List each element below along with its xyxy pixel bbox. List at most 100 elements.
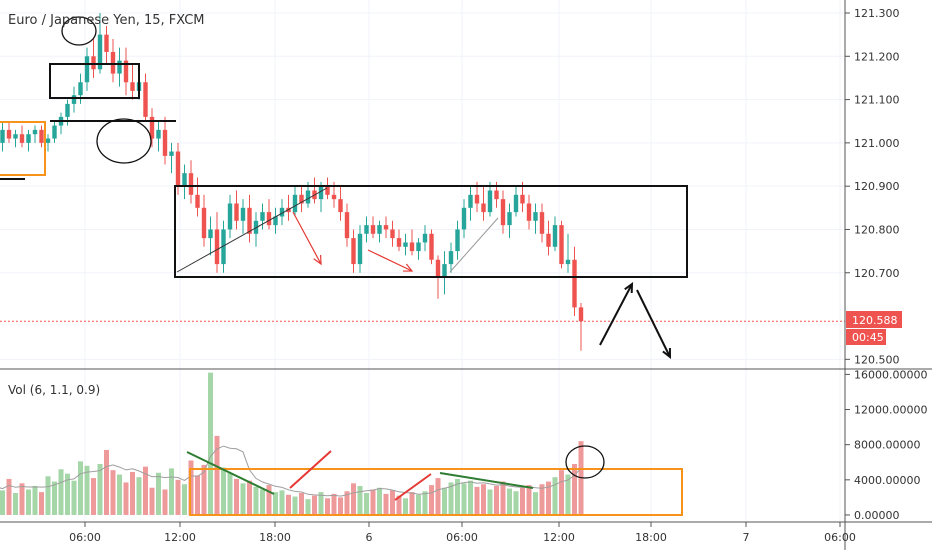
candle-body	[39, 129, 44, 143]
trend-line-2	[449, 217, 499, 273]
volume-bar	[325, 498, 330, 515]
volume-bar	[396, 495, 402, 515]
volume-bar	[455, 478, 460, 515]
volume-bar	[260, 489, 265, 515]
volume-bar	[351, 483, 356, 515]
volume-tick-label: 0.00000	[854, 509, 900, 522]
volume-bar	[13, 493, 18, 515]
volume-bar	[175, 479, 181, 515]
candle-body	[422, 233, 428, 243]
volume-bar	[110, 470, 116, 515]
volume-bar	[390, 490, 395, 515]
volume-bar	[461, 483, 467, 515]
volume-bar	[305, 499, 311, 515]
volume-bar	[104, 449, 109, 515]
volume-bar	[156, 472, 161, 515]
candle-body	[0, 129, 5, 143]
time-tick-label: 12:00	[164, 531, 196, 544]
volume-bar	[357, 485, 363, 515]
price-tick-label: 120.900	[854, 180, 900, 193]
candle-body	[487, 190, 493, 213]
candle-body	[474, 194, 480, 204]
volume-bar	[130, 471, 135, 515]
volume-bar	[182, 484, 187, 515]
price-badge	[846, 311, 902, 328]
volume-bar	[286, 494, 291, 515]
candle-body	[201, 207, 207, 239]
volume-bar	[117, 474, 122, 515]
volume-bar	[383, 493, 389, 515]
candle-body	[572, 259, 577, 308]
candle-body	[435, 259, 441, 278]
projection-arrow-up-head	[624, 281, 634, 294]
candle-body	[279, 207, 285, 217]
countdown-badge-value: 00:45	[852, 331, 884, 344]
volume-bar	[364, 493, 369, 515]
time-tick-label: 6	[366, 531, 373, 544]
candle-body	[396, 238, 402, 247]
candle-body	[507, 212, 512, 226]
chart-title: Euro / Japanese Yen, 15, FXCM	[8, 13, 205, 28]
volume-bar	[227, 472, 233, 515]
candle-body	[84, 56, 90, 83]
candle-body	[13, 134, 18, 139]
candle-body	[403, 242, 408, 247]
volume-bar	[494, 485, 499, 515]
candle-body	[539, 212, 545, 234]
time-tick-label: 06:00	[69, 531, 101, 544]
volume-bar	[84, 465, 90, 515]
volume-bar	[533, 492, 538, 515]
candle-body	[370, 225, 376, 234]
candle-body	[175, 151, 181, 187]
volume-bar	[481, 484, 486, 515]
volume-bar	[565, 474, 571, 515]
volume-bar	[162, 489, 168, 515]
candle-body	[416, 242, 421, 252]
time-tick-label: 18:00	[635, 531, 667, 544]
candle-body	[188, 173, 194, 195]
candle-body	[331, 194, 337, 200]
volume-bar	[253, 486, 259, 515]
volume-bar	[422, 491, 428, 515]
volume-ma-line	[0, 445, 582, 497]
red-arrow-2-head	[402, 263, 414, 272]
candle-body	[19, 134, 25, 143]
candle-body	[162, 129, 168, 156]
volume-bar	[292, 496, 298, 515]
volume-bar	[507, 488, 512, 515]
candle-body	[442, 264, 447, 278]
candle-body	[221, 229, 226, 265]
candle-body	[260, 212, 265, 221]
volume-bar	[247, 480, 252, 515]
candle-body	[214, 229, 220, 265]
volume-bar	[214, 435, 220, 515]
volume-red-line-2	[394, 473, 432, 501]
top-box	[49, 63, 140, 99]
red-arrow-2	[367, 249, 413, 272]
candle-body	[305, 190, 311, 204]
volume-bar	[143, 466, 148, 515]
volume-bar	[448, 482, 454, 515]
volume-bar	[442, 487, 447, 515]
candle-body	[273, 216, 278, 226]
candle-body	[481, 203, 486, 213]
volume-tick-label: 4000.00000	[854, 474, 920, 487]
time-tick-label: 7	[743, 531, 750, 544]
volume-bar	[299, 493, 304, 515]
candle-body	[123, 60, 129, 83]
volume-bar	[487, 489, 493, 515]
volume-bar	[26, 489, 31, 515]
volume-bar	[370, 489, 376, 515]
candle-body	[364, 225, 369, 234]
projection-arrow-up	[599, 283, 633, 346]
volume-tick-label: 12000.00000	[854, 404, 927, 417]
candle-body	[325, 186, 330, 195]
volume-bar	[52, 481, 57, 515]
volume-bars	[0, 372, 584, 515]
volume-label: Vol (6, 1.1, 0.9)	[8, 383, 100, 397]
volume-bar	[266, 485, 272, 515]
candle-body	[208, 229, 213, 239]
